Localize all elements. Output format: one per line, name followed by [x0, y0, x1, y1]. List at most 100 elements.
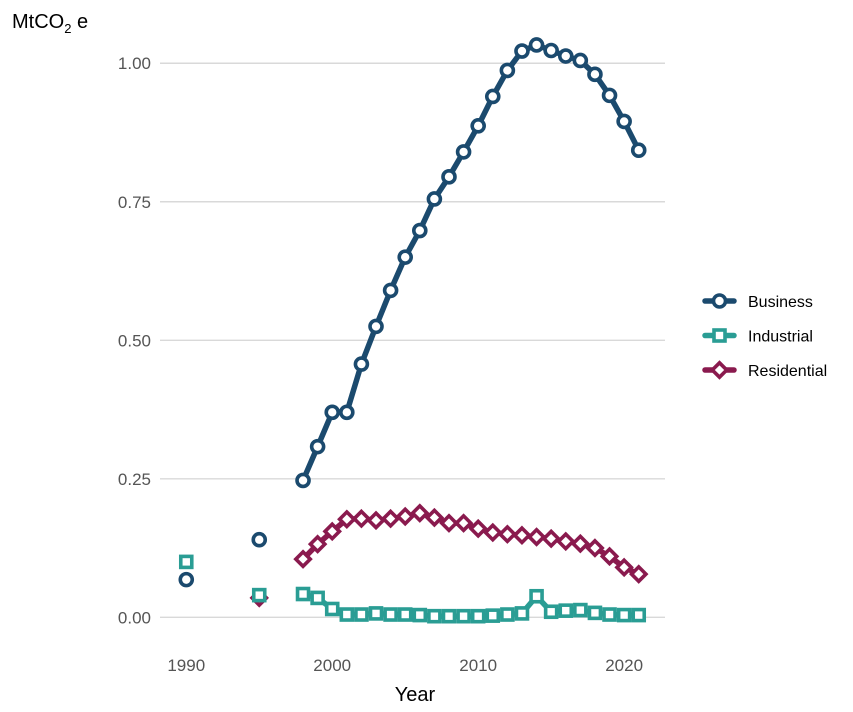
- data-point-residential: [468, 518, 488, 539]
- y-axis-title-suffix: e: [71, 11, 88, 33]
- data-point-business: [426, 191, 443, 207]
- data-point-residential: [439, 513, 459, 533]
- data-point-business: [587, 66, 603, 83]
- data-point-industrial: [178, 554, 194, 570]
- data-point-business: [251, 531, 268, 548]
- data-point-business: [368, 318, 384, 335]
- data-point-residential: [628, 564, 649, 584]
- data-point-industrial: [573, 602, 588, 618]
- data-point-industrial: [500, 607, 515, 622]
- data-point-industrial: [529, 588, 544, 604]
- data-point-industrial: [310, 590, 325, 606]
- legend: Business Industrial Residential: [702, 293, 827, 380]
- data-point-industrial: [602, 607, 617, 622]
- y-axis-title-subscript: 2: [64, 21, 71, 36]
- series-business: [178, 37, 647, 588]
- data-point-residential: [337, 509, 357, 529]
- y-tick-label: 0.75: [118, 193, 151, 212]
- data-point-residential: [570, 533, 591, 554]
- data-point-residential: [497, 524, 518, 544]
- data-point-business: [339, 404, 355, 421]
- legend-label: Residential: [748, 363, 827, 380]
- data-point-residential: [512, 525, 532, 546]
- data-point-business: [484, 88, 501, 105]
- y-axis-title-main: MtCO: [12, 11, 64, 33]
- data-point-industrial: [383, 607, 398, 622]
- data-point-industrial: [324, 601, 340, 617]
- series-industrial: [178, 554, 647, 624]
- data-point-residential: [526, 527, 547, 547]
- data-point-industrial: [368, 606, 384, 621]
- data-point-residential: [322, 521, 342, 542]
- data-point-business: [557, 48, 574, 64]
- data-point-residential: [366, 510, 386, 531]
- y-tick-label: 0.25: [118, 470, 151, 489]
- data-series: [178, 37, 649, 624]
- data-point-business: [178, 571, 195, 588]
- data-point-residential: [351, 508, 372, 529]
- data-point-business: [528, 37, 545, 53]
- data-point-industrial: [354, 607, 369, 622]
- data-point-residential: [614, 557, 634, 578]
- x-tick-labels: 1990 2000 2010 2020: [167, 656, 643, 675]
- data-point-business: [353, 356, 370, 372]
- data-point-industrial: [456, 608, 471, 624]
- x-tick-label: 1990: [167, 656, 205, 675]
- y-tick-labels: 0.00 0.25 0.50 0.75 1.00: [118, 54, 151, 627]
- y-tick-label: 0.50: [118, 331, 151, 350]
- data-point-industrial: [397, 607, 413, 622]
- data-point-residential: [541, 528, 561, 549]
- legend-key-marker: [709, 360, 730, 380]
- data-point-industrial: [441, 608, 457, 624]
- data-point-industrial: [587, 605, 603, 621]
- legend-label: Industrial: [748, 329, 813, 346]
- data-point-business: [411, 222, 428, 239]
- data-point-residential: [307, 534, 328, 554]
- data-point-business: [514, 43, 530, 59]
- x-tick-label: 2000: [313, 656, 351, 675]
- data-point-industrial: [616, 607, 632, 623]
- data-point-business: [382, 282, 399, 299]
- data-point-business: [543, 42, 559, 59]
- data-point-industrial: [251, 587, 267, 603]
- data-point-business: [441, 169, 457, 185]
- data-point-industrial: [295, 586, 311, 602]
- data-point-residential: [293, 549, 313, 569]
- data-point-business: [499, 62, 516, 79]
- y-tick-label: 1.00: [118, 54, 151, 73]
- data-point-business: [616, 113, 632, 130]
- data-point-residential: [453, 513, 474, 533]
- x-axis-title: Year: [395, 684, 436, 706]
- data-point-residential: [410, 503, 430, 523]
- data-point-business: [455, 144, 472, 160]
- data-point-business: [470, 118, 486, 134]
- y-tick-label: 0.00: [118, 608, 151, 627]
- legend-item-industrial: Industrial: [702, 328, 813, 346]
- legend-item-residential: Residential: [702, 360, 827, 380]
- data-point-industrial: [485, 608, 501, 623]
- data-point-business: [630, 142, 647, 159]
- legend-key-marker: [711, 293, 728, 309]
- x-tick-label: 2020: [605, 656, 643, 675]
- data-point-industrial: [514, 606, 530, 621]
- legend-key-marker: [712, 328, 727, 343]
- data-point-residential: [424, 507, 445, 528]
- data-point-industrial: [470, 608, 486, 624]
- data-point-industrial: [427, 608, 442, 624]
- legend-label: Business: [748, 294, 813, 311]
- y-axis-title: MtCO2 e: [12, 11, 88, 36]
- data-point-business: [295, 472, 311, 489]
- legend-item-business: Business: [702, 293, 813, 311]
- data-point-business: [324, 404, 341, 421]
- data-point-industrial: [543, 604, 559, 620]
- data-point-business: [572, 52, 589, 69]
- data-point-industrial: [412, 607, 428, 623]
- data-point-industrial: [631, 607, 647, 623]
- series-residential: [249, 503, 649, 608]
- data-point-residential: [483, 522, 503, 543]
- data-point-business: [309, 438, 326, 455]
- data-point-residential: [599, 546, 620, 567]
- data-point-business: [601, 87, 618, 104]
- data-point-residential: [585, 538, 605, 558]
